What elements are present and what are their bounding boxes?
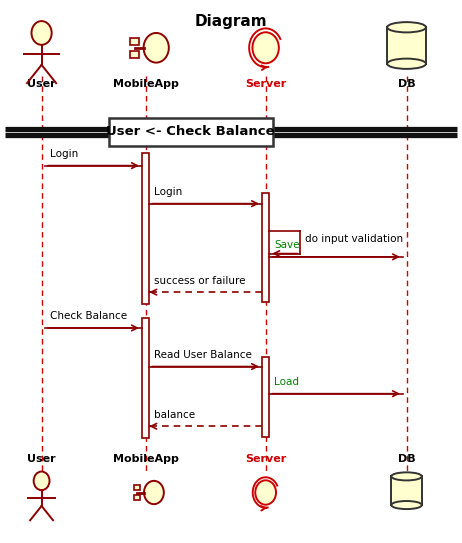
Text: MobileApp: MobileApp [113,454,178,464]
Text: DB: DB [398,79,415,89]
Bar [142,153,149,304]
Bar [387,27,426,64]
Text: Server: Server [245,454,286,464]
Ellipse shape [391,501,422,509]
Circle shape [144,481,164,504]
Text: Check Balance: Check Balance [50,312,127,321]
Bar [391,476,422,505]
Text: Login: Login [154,187,182,197]
Text: MobileApp: MobileApp [113,79,178,89]
Text: Save: Save [274,241,299,250]
Bar [262,193,269,302]
Text: DB: DB [398,454,415,464]
Text: Login: Login [50,149,78,159]
Circle shape [31,21,52,45]
Bar [142,318,149,438]
Ellipse shape [391,472,422,481]
Text: Read User Balance: Read User Balance [154,350,252,360]
Circle shape [144,33,169,62]
Text: do input validation: do input validation [305,234,403,244]
Bar [262,357,269,437]
Circle shape [34,471,49,490]
FancyBboxPatch shape [109,118,273,146]
Text: Diagram: Diagram [195,14,267,29]
Text: Server: Server [245,79,286,89]
Text: balance: balance [154,410,195,420]
Ellipse shape [387,22,426,33]
Text: User: User [27,79,56,89]
Circle shape [255,481,276,504]
Text: User: User [27,454,56,464]
Bar [134,484,140,490]
Ellipse shape [387,59,426,69]
Bar [134,495,140,501]
Circle shape [252,32,279,64]
Text: success or failure: success or failure [154,276,245,286]
Text: User <- Check Balance: User <- Check Balance [106,125,275,138]
Bar [130,38,139,45]
Bar [130,50,139,58]
Text: Load: Load [274,377,299,387]
